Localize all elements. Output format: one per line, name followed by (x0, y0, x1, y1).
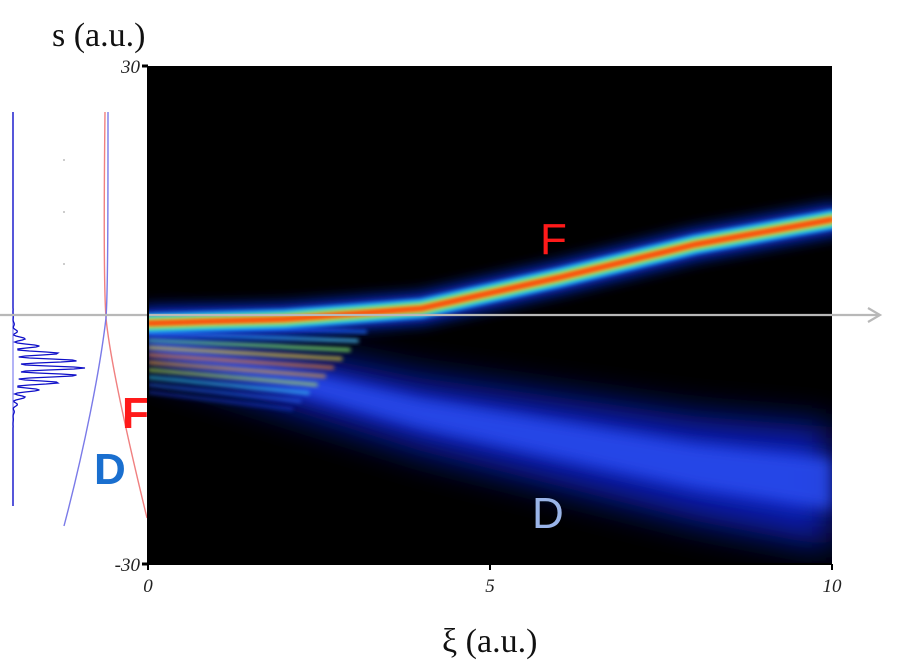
d-branch-core (148, 335, 832, 511)
axis-ticks: 0 5 10 30 -30 (115, 57, 842, 597)
y-tick-label: 30 (120, 57, 141, 78)
y-axis-title: s (a.u.) (52, 17, 145, 54)
reference-arrow-head (867, 307, 883, 323)
grid-dot (63, 263, 65, 265)
grid-dot (63, 159, 65, 161)
intensity-profile-curve (12, 112, 86, 506)
fringe-line (148, 338, 351, 352)
x-tick-label: 10 (823, 576, 843, 597)
fringe-line (148, 360, 326, 378)
x-tick-label: 0 (143, 576, 153, 597)
x-axis-title: ξ (a.u.) (442, 623, 537, 660)
profile-label-f: F (122, 389, 149, 438)
profile-d-curve (63, 111, 109, 527)
branch-label-f: F (540, 215, 567, 264)
side-profile-panel: F D (12, 111, 149, 527)
interference-fringes (148, 323, 367, 411)
f-beam-layer (148, 217, 832, 326)
d-core-band (148, 335, 832, 511)
profile-grid-dots (63, 159, 65, 265)
y-tick-label: -30 (115, 555, 141, 576)
branch-label-d: D (532, 489, 564, 538)
fringe-line (148, 390, 294, 411)
x-tick-label: 5 (485, 576, 495, 597)
grid-dot (63, 211, 65, 213)
fringe-line (148, 383, 302, 403)
fringe-line (148, 345, 343, 361)
fringe-line (148, 375, 310, 395)
f-branch-beam (148, 204, 832, 339)
fringe-line (148, 368, 318, 387)
fringe-line (148, 353, 335, 370)
profile-label-d: D (94, 445, 126, 494)
